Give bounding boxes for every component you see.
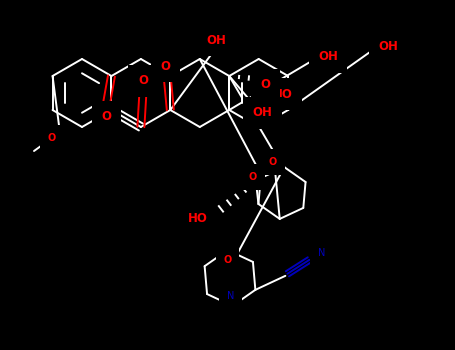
- Text: O: O: [223, 255, 232, 265]
- Text: O: O: [269, 157, 277, 167]
- Text: N: N: [318, 248, 325, 258]
- Text: OH: OH: [378, 41, 398, 54]
- Text: OH: OH: [318, 50, 338, 63]
- Text: O: O: [261, 78, 271, 91]
- Text: O: O: [249, 172, 257, 182]
- Text: O: O: [160, 60, 170, 72]
- Text: O: O: [101, 111, 111, 124]
- Text: OH: OH: [252, 106, 272, 119]
- Text: HO: HO: [188, 211, 208, 224]
- Text: OH: OH: [206, 34, 226, 47]
- Text: O: O: [138, 75, 148, 88]
- Text: O: O: [48, 133, 56, 143]
- Text: N: N: [227, 291, 234, 301]
- Text: HO: HO: [273, 88, 293, 100]
